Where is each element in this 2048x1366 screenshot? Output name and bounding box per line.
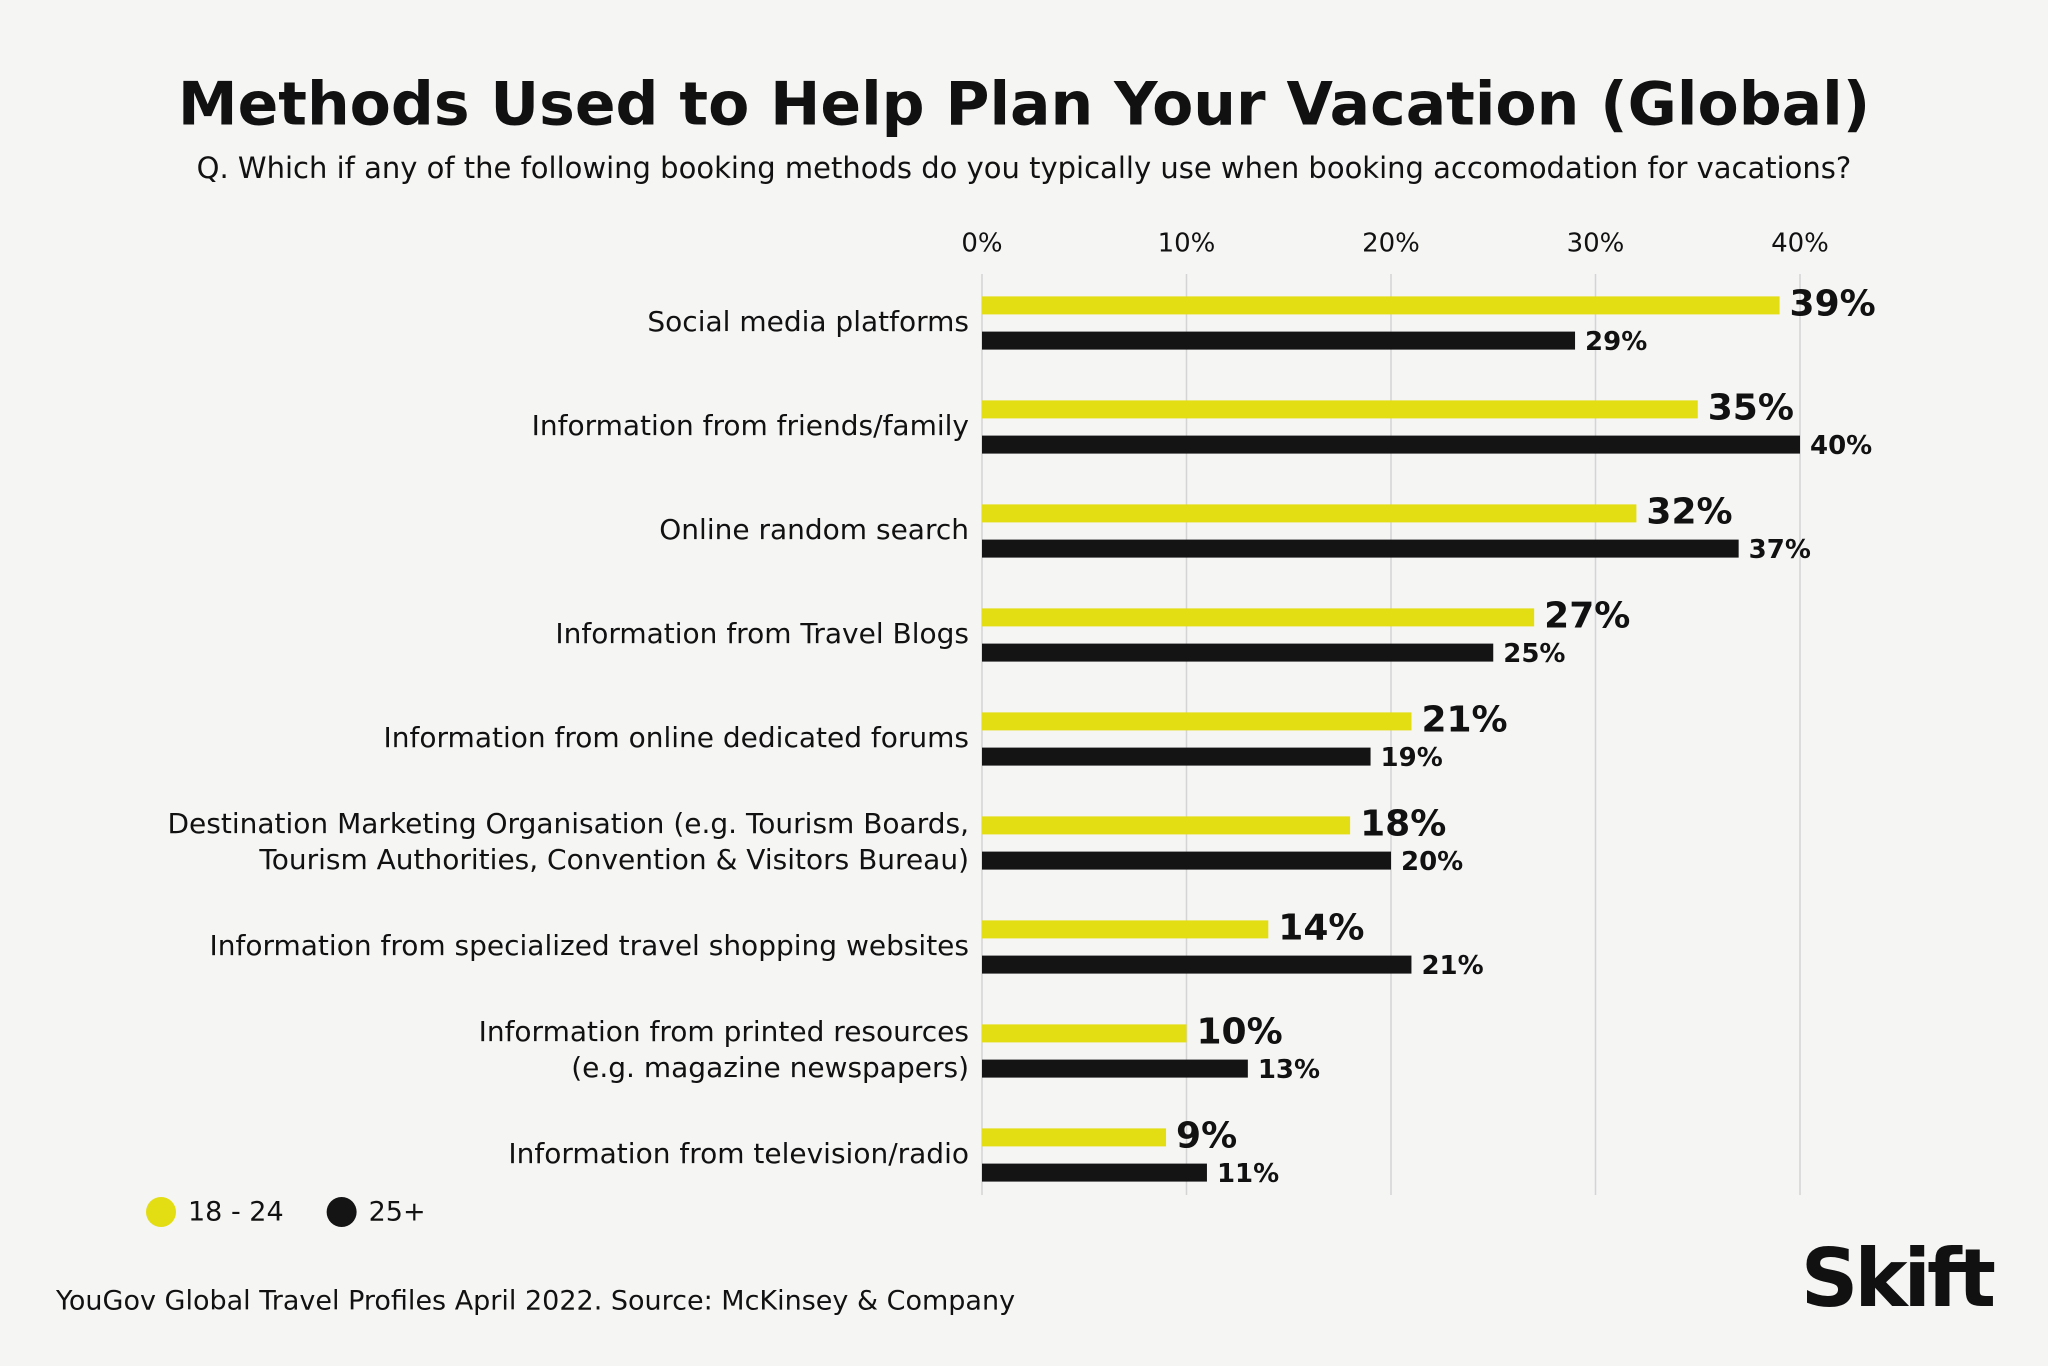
value-label: 32% — [1646, 491, 1732, 532]
bar — [982, 1128, 1167, 1147]
bar — [982, 331, 1576, 350]
x-tick-label: 10% — [1158, 229, 1216, 259]
category-label: Information from specialized travel shop… — [209, 929, 969, 962]
bar — [982, 851, 1391, 870]
bar — [982, 1024, 1187, 1043]
value-label: 25% — [1503, 639, 1565, 669]
value-label: 27% — [1544, 595, 1630, 636]
value-label: 18% — [1360, 803, 1446, 844]
value-label: 19% — [1381, 743, 1443, 773]
bar — [982, 539, 1739, 558]
value-label: 10% — [1197, 1011, 1283, 1052]
bar — [982, 400, 1698, 419]
value-label: 21% — [1421, 699, 1507, 740]
x-tick-label: 40% — [1771, 229, 1829, 259]
x-tick-label: 0% — [961, 229, 1002, 259]
value-label: 9% — [1176, 1115, 1237, 1156]
bar — [982, 1059, 1248, 1078]
legend-label: 25+ — [369, 1197, 426, 1228]
x-tick-label: 20% — [1362, 229, 1420, 259]
category-label: Destination Marketing Organisation (e.g.… — [168, 807, 970, 876]
category-label: Information from television/radio — [508, 1137, 969, 1170]
chart-title: Methods Used to Help Plan Your Vacation … — [178, 70, 1870, 140]
value-label: 40% — [1810, 431, 1872, 461]
value-label: 13% — [1258, 1055, 1320, 1085]
bar — [982, 1163, 1207, 1182]
value-label: 20% — [1401, 847, 1463, 877]
bar — [982, 504, 1637, 523]
legend-label: 18 - 24 — [188, 1197, 284, 1228]
value-label: 11% — [1217, 1159, 1279, 1189]
bar — [982, 955, 1412, 974]
value-label: 37% — [1749, 535, 1811, 565]
bar — [982, 643, 1494, 662]
value-label: 21% — [1421, 951, 1483, 981]
value-label: 39% — [1790, 283, 1876, 324]
category-label: Information from printed resources (e.g. … — [479, 1015, 969, 1084]
logo: Skift — [1801, 1232, 1995, 1325]
x-tick-label: 30% — [1567, 229, 1625, 259]
category-label: Information from online dedicated forums — [384, 721, 969, 754]
bar — [982, 435, 1800, 454]
bar — [982, 712, 1412, 731]
chart-subtitle: Q. Which if any of the following booking… — [197, 151, 1852, 185]
category-label: Information from Travel Blogs — [555, 617, 969, 650]
value-label: 14% — [1278, 907, 1364, 948]
bar — [982, 920, 1269, 939]
source: YouGov Global Travel Profiles April 2022… — [55, 1286, 1015, 1317]
bar — [982, 816, 1351, 835]
category-label: Social media platforms — [647, 305, 969, 338]
legend-marker — [326, 1197, 357, 1227]
value-label: 29% — [1585, 327, 1647, 357]
bar — [982, 747, 1371, 766]
legend-marker — [146, 1197, 176, 1227]
category-label: Online random search — [659, 513, 969, 546]
category-label: Information from friends/family — [532, 409, 969, 442]
bar — [982, 296, 1780, 315]
value-label: 35% — [1708, 387, 1794, 428]
bar — [982, 608, 1535, 627]
